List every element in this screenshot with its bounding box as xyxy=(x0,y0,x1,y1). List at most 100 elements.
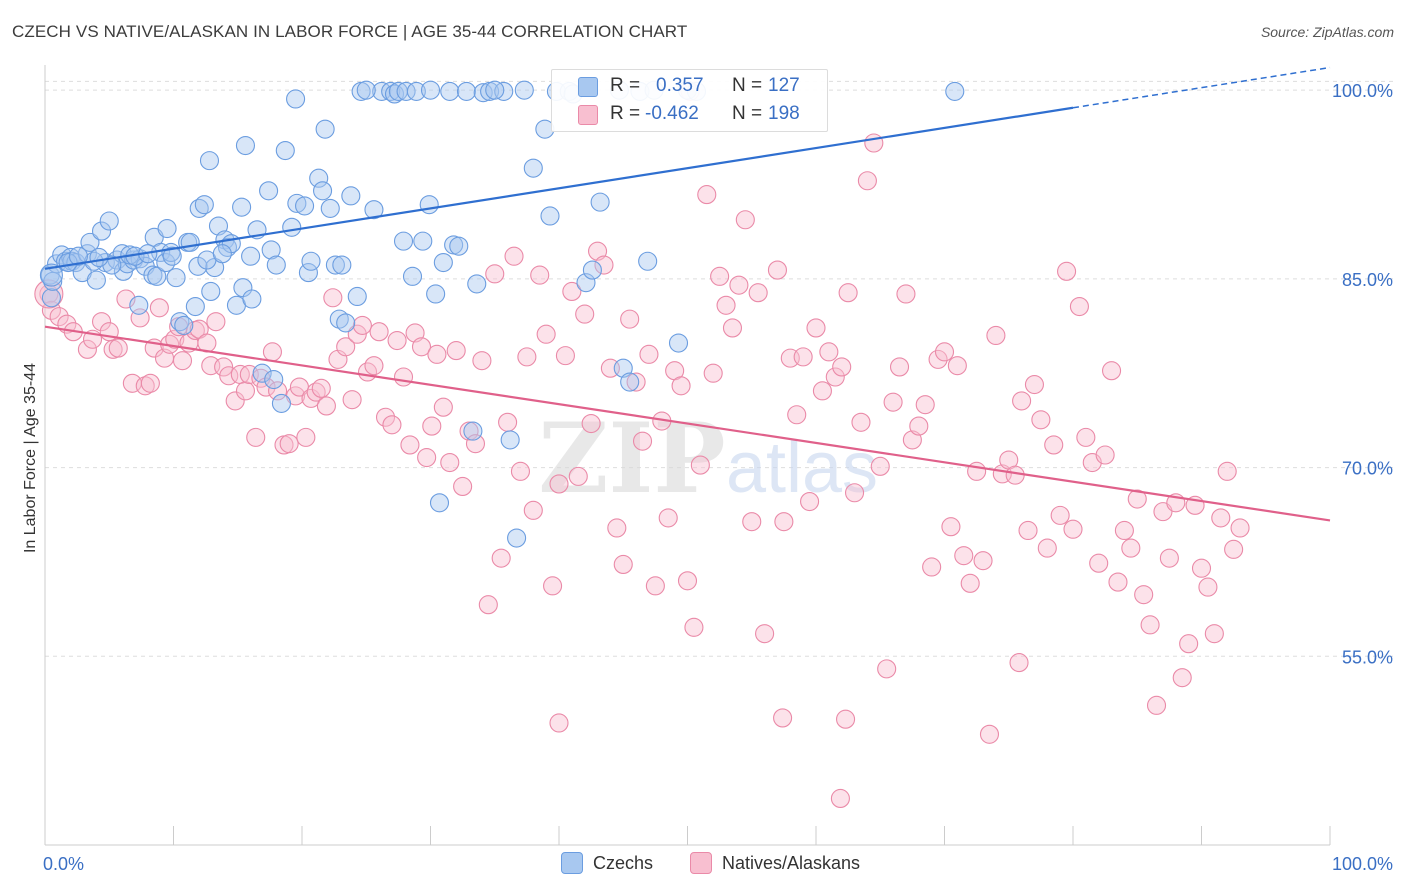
data-point-pink xyxy=(830,788,850,809)
data-point-pink xyxy=(954,546,974,566)
data-point-blue xyxy=(429,493,450,513)
data-point-pink xyxy=(1063,519,1083,539)
data-point-blue xyxy=(170,312,190,332)
data-point-blue xyxy=(456,81,477,101)
data-point-pink xyxy=(296,427,316,447)
data-point-blue xyxy=(286,89,306,109)
data-point-blue xyxy=(259,181,279,201)
data-point-blue xyxy=(185,296,205,317)
correlation-legend: R = 0.357 N = 127 R = -0.462 N = 198 xyxy=(551,69,828,132)
data-point-pink xyxy=(1108,572,1128,592)
data-point-pink xyxy=(225,391,245,411)
data-point-pink xyxy=(947,356,967,376)
data-point-blue xyxy=(420,80,441,100)
data-point-blue xyxy=(157,218,177,239)
data-point-blue xyxy=(266,255,286,275)
r-value: 0.357 xyxy=(656,75,704,96)
trend-line-extension-blue xyxy=(1072,66,1331,109)
data-point-pink xyxy=(422,416,442,436)
data-point-blue xyxy=(449,236,469,256)
data-point-pink xyxy=(1191,558,1212,578)
data-point-pink xyxy=(1224,539,1244,559)
legend-row-czechs: R = 0.357 N = 127 xyxy=(552,72,827,100)
trend-line-blue xyxy=(44,106,1074,270)
data-point-blue xyxy=(99,211,119,231)
data-point-blue xyxy=(419,195,439,215)
data-point-blue xyxy=(402,266,423,286)
data-point-pink xyxy=(812,381,832,401)
data-point-pink xyxy=(1044,435,1064,455)
data-point-pink xyxy=(1089,553,1109,573)
data-point-pink xyxy=(472,351,492,371)
data-point-pink xyxy=(1172,668,1192,688)
data-point-pink xyxy=(165,329,185,349)
data-point-pink xyxy=(1102,361,1122,381)
data-point-pink xyxy=(941,517,961,537)
data-point-pink xyxy=(504,246,524,266)
data-point-pink xyxy=(922,557,942,577)
data-point-pink xyxy=(857,171,877,191)
data-point-blue xyxy=(347,286,367,307)
legend-item-czechs[interactable]: Czechs xyxy=(561,852,653,874)
data-point-blue xyxy=(332,255,352,275)
data-point-blue xyxy=(129,295,149,315)
n-label: N = xyxy=(732,103,763,124)
data-point-blue xyxy=(463,421,483,441)
data-point-blue xyxy=(576,273,596,293)
data-point-pink xyxy=(279,434,299,454)
n-value: 198 xyxy=(768,103,800,124)
data-point-pink xyxy=(301,388,321,408)
data-point-pink xyxy=(755,624,775,644)
legend-item-natives[interactable]: Natives/Alaskans xyxy=(690,852,860,874)
data-point-blue xyxy=(91,221,112,241)
y-tick-label: 55.0% xyxy=(1342,647,1393,667)
data-point-blue xyxy=(68,246,88,266)
data-point-blue xyxy=(282,217,302,237)
data-point-pink xyxy=(877,659,897,679)
data-point-blue xyxy=(58,252,78,273)
data-point-pink xyxy=(864,133,884,153)
data-point-pink xyxy=(523,500,543,520)
data-point-pink xyxy=(393,367,414,387)
data-point-pink xyxy=(465,434,486,454)
data-point-pink xyxy=(581,413,601,434)
data-point-blue xyxy=(582,260,602,280)
data-point-blue xyxy=(80,232,100,252)
data-point-pink xyxy=(530,265,550,285)
y-axis-label: In Labor Force | Age 35-44 xyxy=(22,363,39,553)
data-point-pink xyxy=(311,378,331,398)
data-point-pink xyxy=(1146,695,1167,715)
data-point-pink xyxy=(517,347,537,367)
data-point-blue xyxy=(89,247,109,268)
legend-swatch-czechs xyxy=(561,852,583,874)
data-point-pink xyxy=(729,275,749,295)
data-point-pink xyxy=(838,283,858,303)
legend-label-natives: Natives/Alaskans xyxy=(722,852,861,873)
data-point-blue xyxy=(166,268,186,288)
data-point-pink xyxy=(536,324,556,344)
data-point-pink xyxy=(510,461,531,481)
data-point-pink xyxy=(316,396,336,416)
data-point-pink xyxy=(639,344,659,364)
data-point-blue xyxy=(426,284,446,304)
data-point-pink xyxy=(543,576,563,596)
data-point-pink xyxy=(787,405,807,425)
data-point-blue xyxy=(945,81,965,101)
data-point-pink xyxy=(883,392,903,412)
data-point-pink xyxy=(973,551,993,571)
data-point-pink xyxy=(742,512,762,532)
data-point-pink xyxy=(671,376,691,396)
data-point-pink xyxy=(851,412,871,432)
data-point-pink xyxy=(832,357,852,377)
data-point-pink xyxy=(77,339,97,359)
data-point-blue xyxy=(620,372,640,392)
data-point-pink xyxy=(336,337,356,357)
data-point-blue xyxy=(356,80,376,100)
data-point-pink xyxy=(364,356,384,376)
data-point-pink xyxy=(549,713,569,733)
data-point-pink xyxy=(986,325,1006,346)
data-point-pink xyxy=(453,476,473,497)
data-point-pink xyxy=(140,373,160,393)
data-point-pink xyxy=(793,347,813,367)
